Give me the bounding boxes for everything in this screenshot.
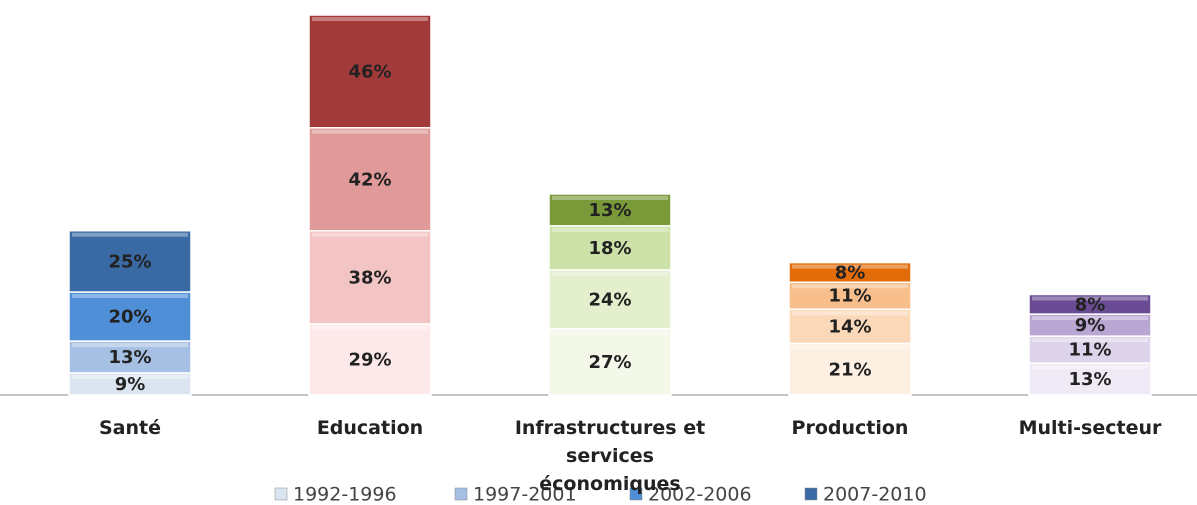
bar-shine: [792, 264, 908, 269]
bar-segment: [308, 14, 432, 129]
value-label: 27%: [588, 352, 631, 373]
value-label: 8%: [1075, 294, 1106, 315]
bar-shine: [792, 345, 908, 350]
bar-segment: [548, 269, 672, 330]
bar-segment: [68, 229, 192, 293]
x-tick-label: Production: [791, 417, 909, 439]
value-label: 9%: [115, 374, 146, 395]
legend-label: 1992-1996: [293, 484, 397, 505]
bar-shine: [1032, 296, 1148, 301]
legend-swatch: [804, 487, 818, 501]
bar-shine: [552, 227, 668, 232]
x-tick-label: Multi-secteur: [1018, 417, 1162, 439]
bar-segment: [548, 225, 672, 271]
bar-shine: [792, 311, 908, 316]
bar-shine: [552, 195, 668, 200]
bar-segment: [308, 127, 432, 232]
x-tick-label: Infrastructures et services économiques: [514, 417, 706, 495]
bar-shine: [312, 129, 428, 134]
bar-shine: [312, 17, 428, 21]
bar-shine: [312, 325, 428, 330]
bar-shine: [72, 294, 188, 299]
value-label: 24%: [588, 289, 631, 310]
legend-swatch: [629, 487, 643, 501]
bar-segment: [1028, 362, 1152, 396]
x-tick-label: Santé: [98, 417, 161, 439]
value-label: 9%: [1075, 315, 1106, 336]
value-label: 13%: [588, 200, 631, 221]
x-tick-label: Education: [316, 417, 424, 439]
value-label: 25%: [108, 251, 151, 272]
bar-segment: [1028, 335, 1152, 364]
value-label: 13%: [108, 347, 151, 368]
value-label: 42%: [348, 169, 391, 190]
bar-segment: [548, 193, 672, 227]
value-label: 29%: [348, 349, 391, 370]
value-label: 20%: [108, 307, 151, 328]
bar-shine: [552, 271, 668, 276]
bar-shine: [312, 232, 428, 237]
bar-segment: [1028, 293, 1152, 315]
legend-label: 2007-2010: [823, 484, 927, 505]
bar-segment: [68, 291, 192, 342]
bar-shine: [72, 232, 188, 237]
bar-segment: [788, 342, 912, 396]
bar-shine: [552, 330, 668, 335]
bar-shine: [1032, 338, 1148, 343]
bar-shine: [792, 284, 908, 289]
bar-shine: [72, 343, 188, 348]
legend-swatch: [274, 487, 288, 501]
bar-segment: [788, 261, 912, 283]
value-label: 21%: [828, 359, 871, 380]
bar-shine: [1032, 316, 1148, 321]
legend-label: 2002-2006: [648, 484, 752, 505]
value-label: 8%: [835, 262, 866, 283]
value-label: 11%: [1068, 340, 1111, 361]
value-label: 11%: [828, 286, 871, 307]
value-label: 13%: [1068, 369, 1111, 390]
bar-segment: [788, 308, 912, 345]
bar-shine: [72, 374, 188, 379]
value-label: 46%: [348, 61, 391, 82]
bar-shine: [1032, 365, 1148, 370]
value-label: 38%: [348, 267, 391, 288]
value-label: 18%: [588, 238, 631, 259]
legend-swatch: [454, 487, 468, 501]
value-label: 14%: [828, 316, 871, 337]
bar-segment: [308, 229, 432, 325]
bar-segment: [548, 328, 672, 396]
legend-label: 1997-2001: [473, 484, 577, 505]
